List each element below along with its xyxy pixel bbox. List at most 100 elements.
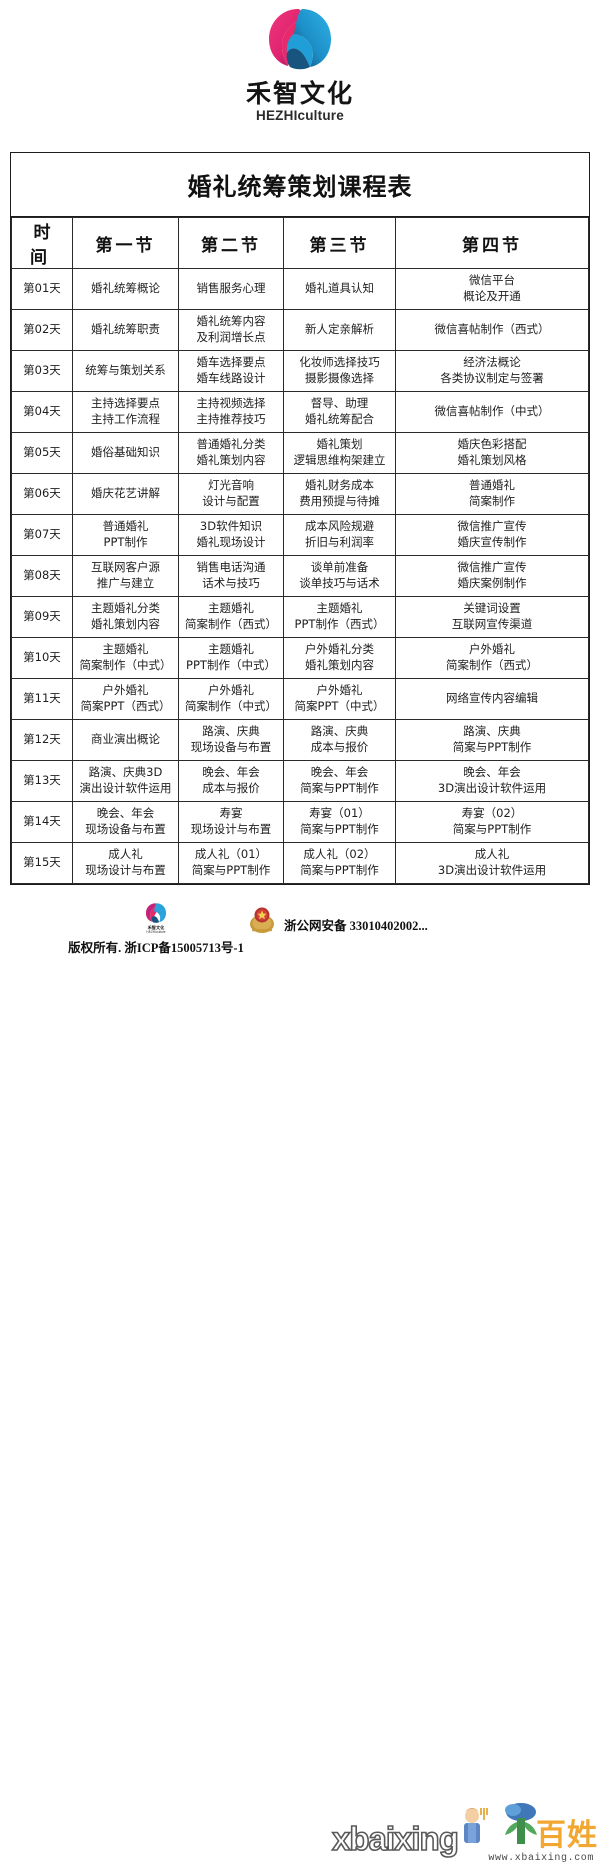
cell-line: 主题婚礼 [208,642,254,657]
cell-period-2: 主持视频选择 主持推荐技巧 [178,391,284,433]
cell-period-3: 化妆师选择技巧 摄影摄像选择 [283,350,396,392]
cell-line: 户外婚礼 [316,683,363,698]
brand-header: 禾智文化 HEZHIculture [0,0,600,123]
cell-line: 简案与PPT制作 [300,781,379,795]
cell-period-1: 主题婚礼分类 婚礼策划内容 [72,596,179,638]
cell-line: 主持推荐技巧 [196,412,266,426]
watermark-xbaixing: xbaixing 百姓 www.xbaixing.com [330,1798,600,1872]
cell-day: 第06天 [11,473,73,515]
cell-line: 成人礼 [108,847,143,862]
cell-line: 普通婚礼分类 [196,437,266,452]
cell-day: 第08天 [11,555,73,597]
gov-record-text: 浙公网安备 33010402002... [284,919,428,933]
cell-line: 推广与建立 [96,576,155,590]
cell-period-1: 商业演出概论 [72,719,179,761]
cell-line: 婚礼策划内容 [305,658,374,672]
cell-line: 各类协议制定与签署 [440,371,544,385]
col-header-period-1: 第一节 [72,217,179,269]
cell-line: 现场设计与布置 [190,822,272,836]
cell-period-4: 微信平台 概论及开通 [395,268,589,310]
cell-line: 路演、庆典 [202,724,260,739]
table-head: 时 间 第一节 第二节 第三节 第四节 [11,217,589,269]
cell-line: 新人定亲解析 [305,322,374,337]
cell-period-1: 户外婚礼 简案PPT（西式） [72,678,179,720]
cell-period-1: 路演、庆典3D 演出设计软件运用 [72,760,179,802]
cell-period-4: 微信喜帖制作（西式） [395,309,589,351]
cell-day: 第05天 [11,432,73,474]
cell-line: 灯光音响 [208,478,254,493]
cell-line: 婚礼财务成本 [305,478,374,493]
cell-line: 成本风险规避 [305,519,374,534]
table-row: 第01天 婚礼统筹概论 销售服务心理 婚礼道具认知 微信平台 概论及开通 [11,268,589,310]
cell-line: 互联网客户源 [91,560,160,575]
cell-line: 主题婚礼 [102,642,149,657]
cell-line: 3D演出设计软件运用 [437,863,547,877]
cell-day: 第11天 [11,678,73,720]
cell-line: 户外婚礼 [208,683,254,698]
cell-period-3: 谈单前准备 谈单技巧与话术 [283,555,396,597]
cell-line: 简案制作（中式） [79,658,172,672]
cell-period-4: 微信推广宣传 婚庆案例制作 [395,555,589,597]
cell-period-2: 寿宴 现场设计与布置 [178,801,284,843]
cell-period-4: 微信喜帖制作（中式） [395,391,589,433]
cell-period-1: 婚庆花艺讲解 [72,473,179,515]
cell-line: 简案制作 [469,494,515,508]
cell-line: 主题婚礼 [316,601,363,616]
cell-period-4: 户外婚礼 简案制作（西式） [395,637,589,679]
cell-line: 简案与PPT制作 [452,822,532,836]
hezhi-swirl-logo-icon [143,902,169,926]
footer-copyright-block: 禾智文化 HEZHIculture 版权所有. 浙ICP备15005713号-1 [36,902,276,956]
cell-period-1: 晚会、年会 现场设备与布置 [72,801,179,843]
cell-period-4: 网络宣传内容编辑 [395,678,589,720]
schedule-sheet: 婚礼统筹策划课程表 时 间 第一节 第二节 第三节 第四节 第01天 婚礼统筹概论… [10,152,590,885]
cell-line: 户外婚礼 [469,642,515,657]
cell-line: 及利润增长点 [196,330,266,344]
cell-line: PPT制作（中式） [186,658,276,672]
cell-line: 设计与配置 [202,494,260,508]
cell-period-4: 微信推广宣传 婚庆宣传制作 [395,514,589,556]
cell-line: 主题婚礼分类 [91,601,160,616]
cell-line: 简案制作（西式） [446,658,538,672]
cell-line: 婚庆案例制作 [457,576,527,590]
cell-line: 晚会、年会 [96,806,155,821]
cell-period-2: 销售服务心理 [178,268,284,310]
cell-line: 婚礼策划内容 [91,617,160,631]
cell-period-1: 婚礼统筹概论 [72,268,179,310]
cell-line: 路演、庆典 [310,724,369,739]
cell-line: 简案PPT（中式） [294,699,385,713]
cell-period-2: 主题婚礼 简案制作（西式） [178,596,284,638]
cell-line: 成本与报价 [202,781,260,795]
table-row: 第06天 婚庆花艺讲解 灯光音响 设计与配置 婚礼财务成本 费用预提与待摊 普通婚礼 简案制作 [11,473,589,515]
col-header-time: 时 间 [11,217,73,269]
cell-period-2: 户外婚礼 简案制作（中式） [178,678,284,720]
cell-line: 3D软件知识 [199,519,263,534]
cell-day: 第04天 [11,391,73,433]
cell-period-2: 灯光音响 设计与配置 [178,473,284,515]
table-row: 第15天 成人礼 现场设计与布置 成人礼（01） 简案与PPT制作 成人礼（02） 简案与P… [11,842,589,884]
cell-line: 婚礼统筹概论 [91,281,160,296]
icp-record-text: 版权所有. 浙ICP备15005713号-1 [68,941,244,956]
cell-day: 第09天 [11,596,73,638]
cell-line: 微信喜帖制作（中式） [434,404,550,419]
cell-line: 互联网宣传渠道 [451,617,533,631]
cell-line: 网络宣传内容编辑 [446,691,538,706]
cell-period-4: 寿宴（02） 简案与PPT制作 [395,801,589,843]
table-header-row: 时 间 第一节 第二节 第三节 第四节 [11,217,589,269]
cell-period-4: 晚会、年会 3D演出设计软件运用 [395,760,589,802]
cell-line: 现场设备与布置 [190,740,272,754]
cell-line: 微信喜帖制作（西式） [434,322,550,337]
cell-line: 微信平台 [469,273,515,288]
cell-line: 销售电话沟通 [196,560,266,575]
table-row: 第04天 主持选择要点 主持工作流程 主持视频选择 主持推荐技巧 督导、助理 婚礼统筹配合微… [11,391,589,433]
cell-period-2: 3D软件知识 婚礼现场设计 [178,514,284,556]
watermark-url: www.xbaixing.com [488,1853,594,1864]
cell-line: 婚礼统筹职责 [91,322,160,337]
cell-period-1: 主持选择要点 主持工作流程 [72,391,179,433]
cell-line: 婚车线路设计 [196,371,266,385]
cell-line: 寿宴（02） [461,806,523,821]
cell-line: 经济法概论 [463,355,521,370]
cell-period-3: 户外婚礼 简案PPT（中式） [283,678,396,720]
cell-line: 婚礼统筹配合 [305,412,374,426]
schedule-table: 时 间 第一节 第二节 第三节 第四节 第01天 婚礼统筹概论 销售服务心理 婚礼道具… [11,217,589,884]
cell-line: 统筹与策划关系 [85,363,166,378]
